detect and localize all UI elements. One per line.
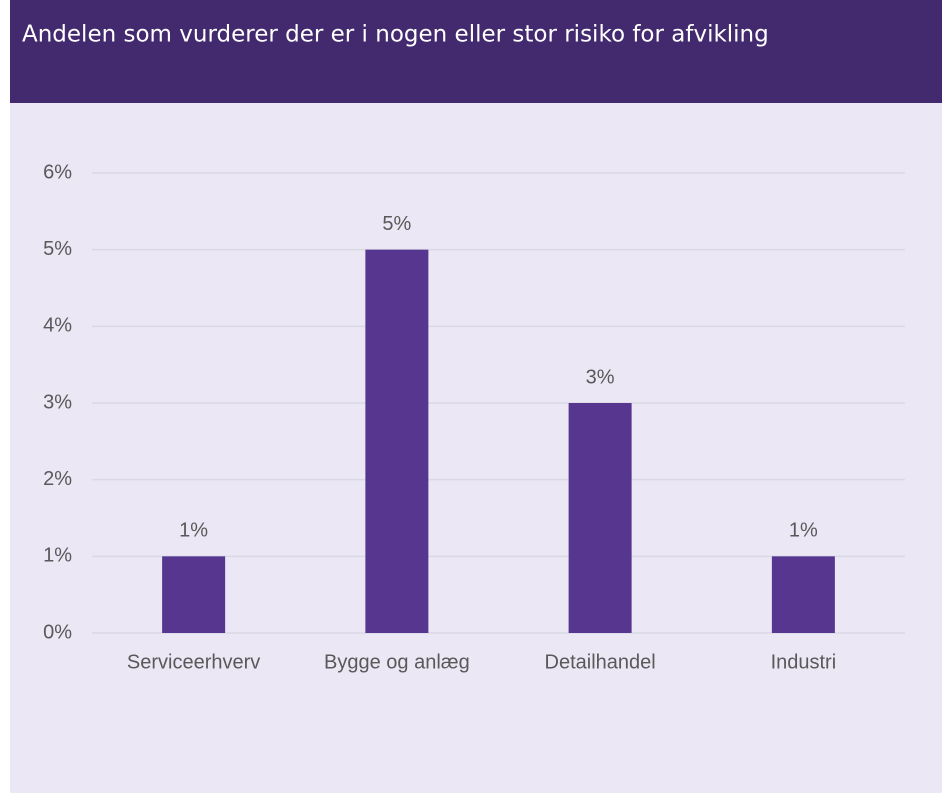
chart-title: Andelen som vurderer der er i nogen elle… <box>22 22 769 48</box>
y-tick-label: 2% <box>43 468 72 490</box>
bar <box>771 556 835 633</box>
x-tick-label: Bygge og anlæg <box>324 651 470 673</box>
value-label: 3% <box>586 366 615 388</box>
header-band <box>10 0 942 103</box>
bar <box>162 556 226 633</box>
x-tick-label: Industri <box>771 651 837 673</box>
value-label: 1% <box>179 520 208 542</box>
y-tick-label: 5% <box>43 238 72 260</box>
y-tick-label: 3% <box>43 391 72 413</box>
x-tick-label: Detailhandel <box>545 651 656 673</box>
plot-background <box>10 103 942 793</box>
x-tick-label: Serviceerhverv <box>127 651 260 673</box>
y-tick-label: 0% <box>43 621 72 643</box>
value-label: 5% <box>382 213 411 235</box>
bar <box>568 403 632 633</box>
y-tick-label: 4% <box>43 315 72 337</box>
value-label: 1% <box>789 520 818 542</box>
bar <box>365 249 429 633</box>
y-tick-label: 1% <box>43 545 72 567</box>
y-tick-label: 6% <box>43 161 72 183</box>
